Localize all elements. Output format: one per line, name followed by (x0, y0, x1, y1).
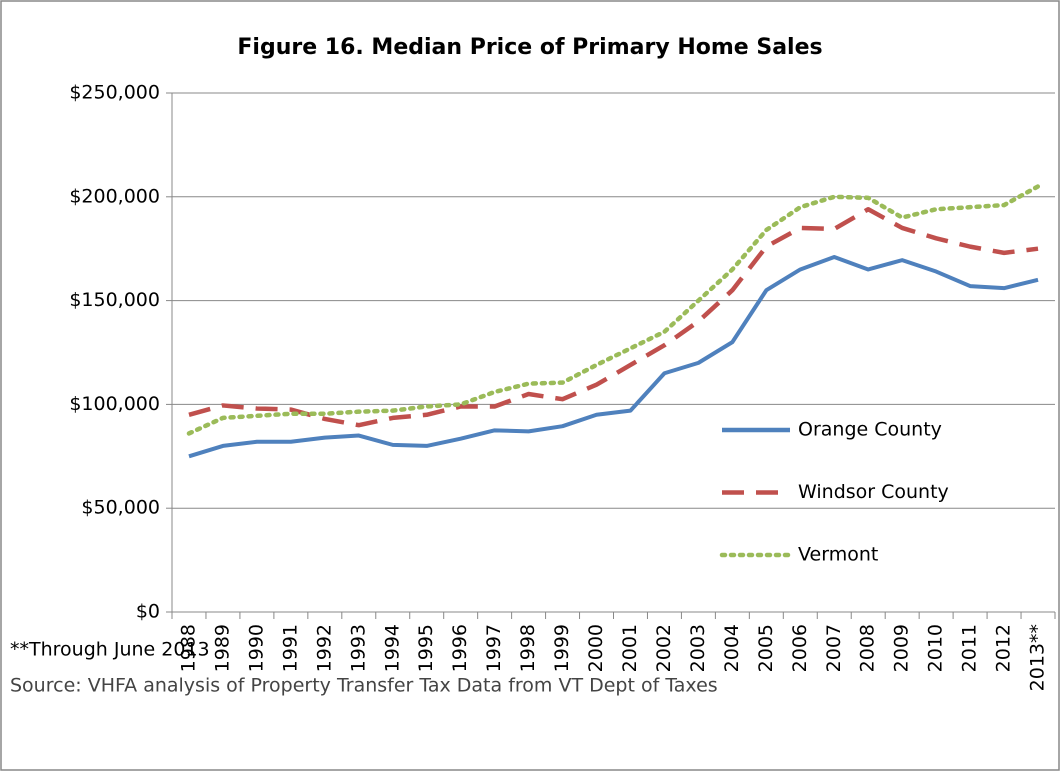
chart-title: Figure 16. Median Price of Primary Home … (237, 35, 822, 60)
legend-label: Orange County (798, 419, 942, 441)
y-tick-label: $150,000 (69, 289, 160, 311)
x-tick-label: 2007 (823, 624, 845, 672)
y-tick-label: $0 (136, 601, 160, 623)
x-tick-label: 2004 (721, 624, 743, 672)
x-tick-label: 1997 (483, 624, 505, 672)
x-tick-label: 2013** (1027, 624, 1049, 691)
x-tick-label: 2009 (891, 624, 913, 672)
y-tick-label: $100,000 (69, 393, 160, 415)
x-tick-label: 2003 (687, 624, 709, 672)
x-tick-label: 1994 (381, 624, 403, 672)
x-tick-label: 1991 (279, 624, 301, 672)
y-tick-label: $250,000 (69, 82, 160, 104)
series-line (186, 184, 1041, 436)
x-tick-label: 2011 (959, 624, 981, 672)
series-line (188, 255, 1039, 459)
x-tick-label: 1989 (211, 624, 233, 672)
source-note: Source: VHFA analysis of Property Transf… (10, 675, 718, 697)
x-tick-label: 1988 (177, 624, 199, 672)
x-tick-label: 2000 (585, 624, 607, 672)
x-tick-label: 1992 (313, 624, 335, 672)
x-tick-label: 2012 (993, 624, 1015, 672)
x-tick-label: 2010 (925, 624, 947, 672)
x-tick-label: 1993 (347, 624, 369, 672)
x-tick-label: 2002 (653, 624, 675, 672)
y-tick-label: $50,000 (81, 497, 160, 519)
series-line (188, 207, 1039, 428)
x-tick-label: 2006 (789, 624, 811, 672)
x-tick-label: 2008 (857, 624, 879, 672)
x-tick-label: 1996 (449, 624, 471, 672)
x-tick-label: 1990 (245, 624, 267, 672)
legend-label: Windsor County (798, 481, 949, 503)
x-tick-label: 1998 (517, 624, 539, 672)
x-tick-label: 2005 (755, 624, 777, 672)
x-tick-label: 1995 (415, 624, 437, 672)
y-tick-label: $200,000 (69, 185, 160, 207)
x-tick-label: 2001 (619, 624, 641, 672)
x-tick-label: 1999 (551, 624, 573, 672)
footnote: **Through June 2013 (10, 639, 210, 661)
legend-label: Vermont (798, 544, 878, 566)
